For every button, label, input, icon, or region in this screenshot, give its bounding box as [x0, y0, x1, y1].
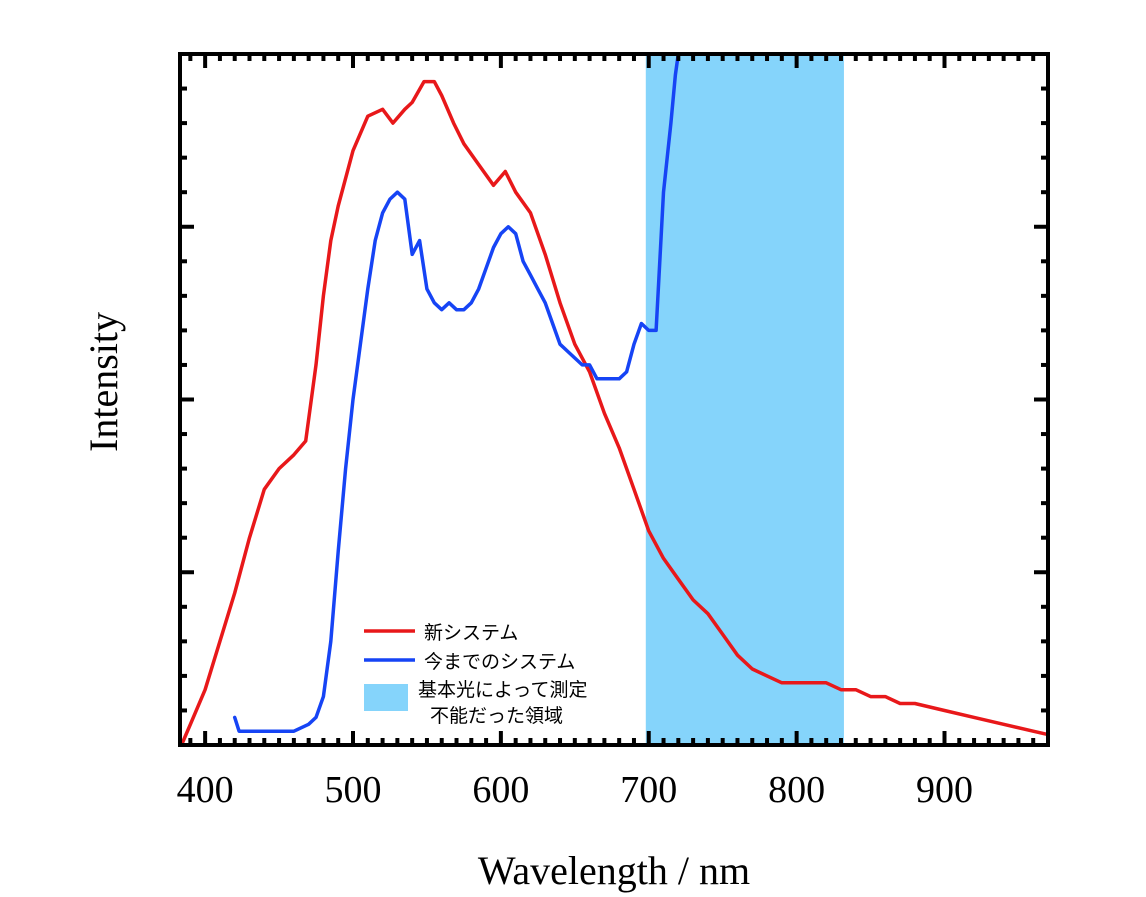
- legend: 新システム 今までのシステム 基本光によって測定 不能だった領域: [364, 622, 587, 727]
- legend-swatch-unmeasurable-region: [364, 684, 408, 711]
- shade-layer: [645, 54, 844, 745]
- x-tick-label: 500: [325, 769, 382, 811]
- series-layer: [179, 52, 1050, 747]
- series-line-previous-system: [232, 52, 681, 733]
- x-tick-label: 400: [177, 769, 234, 811]
- labels-layer: 400 500 600 700 800 900 Wavelength / nm Intensi…: [81, 312, 973, 893]
- x-axis-title: Wavelength / nm: [478, 848, 750, 893]
- legend-label-previous-system: 今までのシステム: [424, 651, 575, 673]
- y-axis-title: Intensity: [81, 312, 126, 452]
- legend-label-unmeasurable-line2: 不能だった領域: [430, 705, 563, 727]
- ticks-layer: [180, 52, 1050, 747]
- legend-label-new-system: 新システム: [424, 622, 518, 644]
- unmeasurable-region-shade: [645, 54, 844, 745]
- x-tick-label: 700: [620, 769, 677, 811]
- legend-label-unmeasurable-line1: 基本光によって測定: [418, 679, 587, 701]
- series-line-new-system: [179, 79, 1050, 747]
- x-tick-label: 800: [768, 769, 825, 811]
- x-tick-label: 900: [916, 769, 973, 811]
- x-tick-label: 600: [472, 769, 529, 811]
